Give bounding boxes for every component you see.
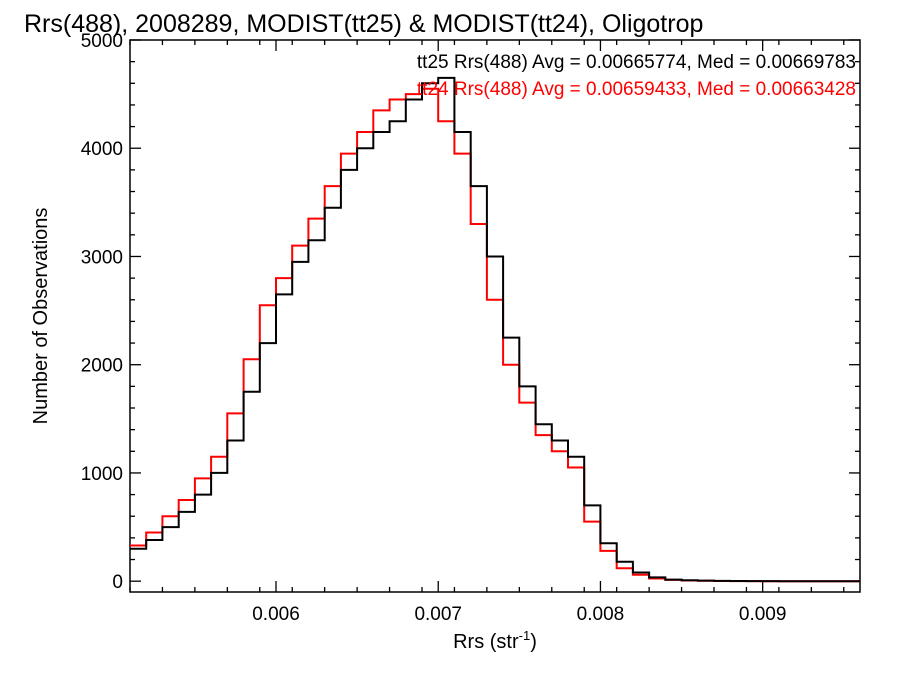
x-tick-label: 0.007 bbox=[414, 604, 462, 625]
plot-frame bbox=[129, 39, 861, 593]
series-layer bbox=[130, 76, 860, 583]
x-tick-label: 0.009 bbox=[739, 604, 787, 625]
y-tick-label: 0 bbox=[112, 572, 123, 593]
legend-entry-tt24: tt24 Rrs(488) Avg = 0.00659433, Med = 0.… bbox=[417, 79, 856, 100]
y-tick-label: 1000 bbox=[81, 464, 123, 485]
x-axis-label-close: ) bbox=[530, 631, 537, 653]
x-axis-label: Rrs (str-1) bbox=[453, 628, 537, 653]
y-axis-label: Number of Observations bbox=[30, 208, 52, 425]
chart-title: Rrs(488), 2008289, MODIST(tt25) & MODIST… bbox=[24, 10, 703, 38]
y-tick-label: 4000 bbox=[81, 139, 123, 160]
x-axis-label-superscript: -1 bbox=[519, 628, 531, 643]
y-tick-label: 5000 bbox=[81, 31, 123, 52]
series-line-tt25 bbox=[130, 76, 860, 583]
x-tick-label: 0.006 bbox=[252, 604, 300, 625]
tick-labels: 0.006 0.007 0.008 0.009 0 1000 2000 3000 4000 500… bbox=[81, 31, 787, 625]
legend-entry-tt25: tt25 Rrs(488) Avg = 0.00665774, Med = 0.… bbox=[417, 52, 856, 73]
x-tick-label: 0.008 bbox=[577, 604, 625, 625]
series-line-tt24 bbox=[130, 87, 860, 583]
axis-ticks bbox=[129, 39, 860, 592]
y-tick-label: 2000 bbox=[81, 356, 123, 377]
x-axis-label-text: Rrs (str bbox=[453, 631, 519, 653]
legend: tt25 Rrs(488) Avg = 0.00665774, Med = 0.… bbox=[417, 52, 856, 100]
y-tick-label: 3000 bbox=[81, 247, 123, 268]
